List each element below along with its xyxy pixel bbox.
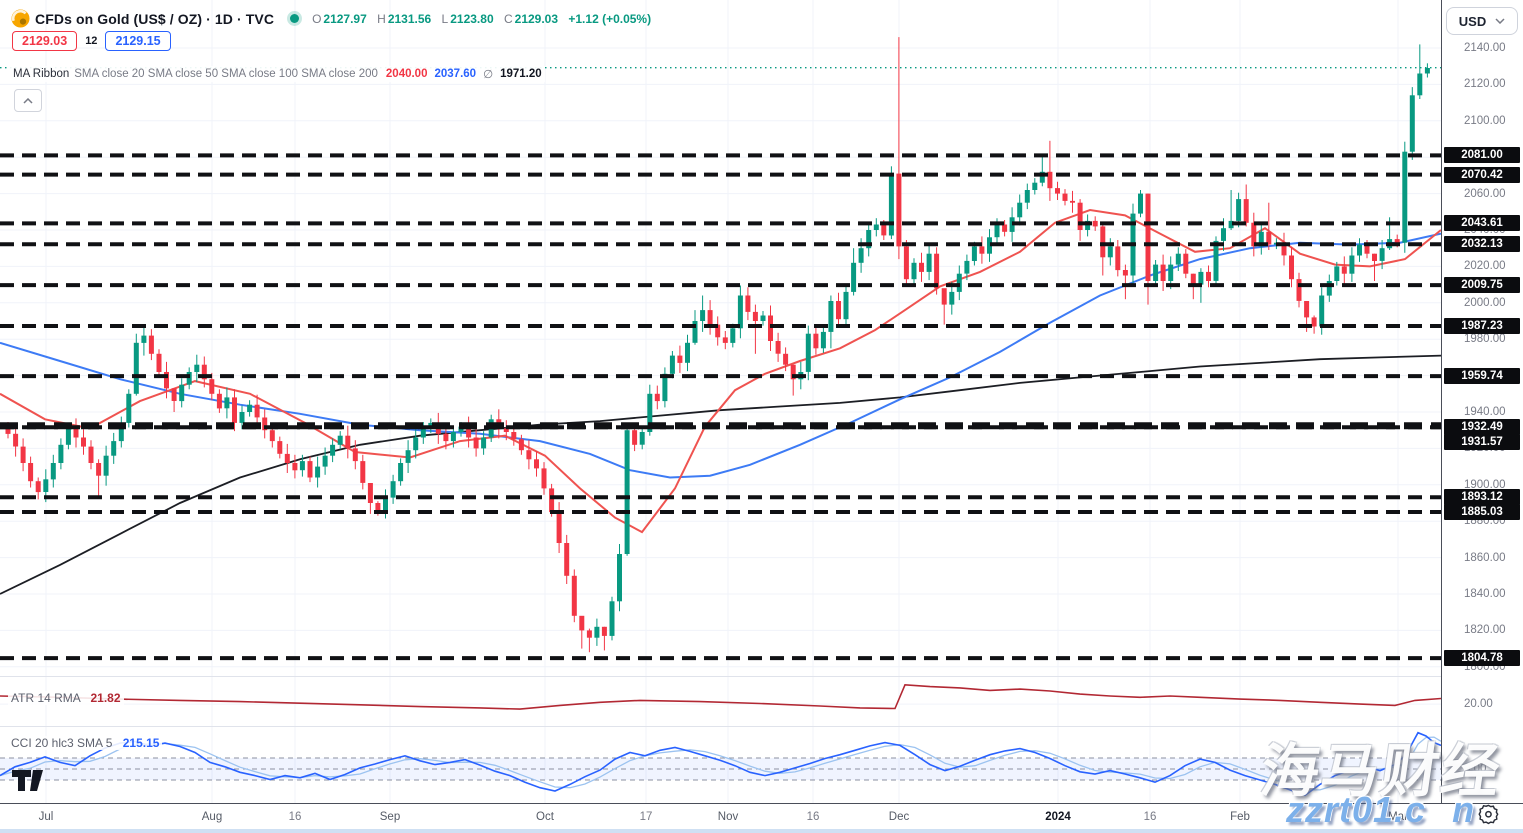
price-tick-label: 2120.00: [1464, 78, 1506, 91]
indicator-params: SMA close 20 SMA close 50 SMA close 100 …: [74, 68, 378, 80]
symbol-title[interactable]: CFDs on Gold (US$ / OZ) · 1D · TVC: [35, 10, 275, 27]
price-tick-label: 2060.00: [1464, 187, 1506, 200]
time-axis-label: Jul: [38, 811, 54, 823]
price-tick-label: 2140.00: [1464, 42, 1506, 54]
price-axis[interactable]: USD 2140.002120.002100.002080.002060.002…: [1441, 0, 1523, 803]
currency-selector[interactable]: USD: [1446, 7, 1518, 35]
high-label: H: [377, 11, 386, 26]
price-chart-canvas[interactable]: [0, 0, 1441, 803]
open-label: O: [312, 11, 322, 26]
time-axis-label: 16: [1143, 811, 1157, 823]
collapse-legend-button[interactable]: [14, 89, 42, 112]
sma200-value: 1971.20: [500, 68, 542, 80]
chevron-down-icon: [1495, 18, 1505, 24]
cci-tick-label: 0.00: [1464, 763, 1487, 775]
spread-value: 12: [85, 35, 98, 47]
price-level-badge: 1931.57: [1444, 434, 1520, 450]
price-tick-label: 1940.00: [1464, 406, 1506, 418]
sma20-line[interactable]: [0, 208, 1441, 534]
low-label: L: [441, 11, 449, 26]
market-status-icon[interactable]: [290, 14, 300, 23]
currency-label: USD: [1458, 13, 1487, 29]
time-axis-label: Sep: [379, 811, 401, 823]
time-axis-label: 17: [639, 811, 653, 823]
buy-price-button[interactable]: 2129.15: [105, 31, 171, 51]
time-axis-label: 16: [806, 811, 820, 823]
close-value: 2129.03: [514, 11, 559, 26]
cci-line[interactable]: [0, 731, 1441, 797]
time-axis-label: Nov: [717, 811, 739, 823]
atr-line[interactable]: [0, 683, 1441, 710]
price-tick-label: 1820.00: [1464, 624, 1506, 637]
price-level-badge: 1932.49: [1444, 419, 1520, 435]
time-axis-label: 16: [288, 811, 302, 823]
price-level-badge: 1893.12: [1444, 489, 1520, 506]
price-level-badge: 2070.42: [1444, 166, 1520, 183]
sma20-value: 2040.00: [385, 68, 428, 80]
gold-instrument-icon: [11, 9, 30, 28]
atr-value: 21.82: [90, 691, 121, 705]
sma200-line[interactable]: [0, 354, 1441, 595]
sma50-value: 2037.60: [434, 68, 477, 80]
price-tick-label: 1980.00: [1464, 333, 1506, 346]
atr-indicator-legend[interactable]: ATR 14 RMA 21.82: [8, 691, 124, 705]
ma-ribbon-legend[interactable]: MA Ribbon SMA close 20 SMA close 50 SMA …: [10, 66, 545, 82]
price-tick-label: 1860.00: [1464, 551, 1506, 564]
high-value: 2131.56: [387, 11, 432, 26]
time-axis-label: Mar: [1388, 811, 1408, 823]
price-tick-label: 2100.00: [1464, 114, 1506, 127]
price-level-badge: 1804.78: [1444, 650, 1520, 667]
time-axis-label: Oct: [536, 811, 554, 823]
price-level-badge: 2009.75: [1444, 277, 1520, 294]
indicator-name: MA Ribbon: [13, 68, 70, 80]
chart-pane-area[interactable]: CFDs on Gold (US$ / OZ) · 1D · TVC O 2127…: [0, 0, 1441, 803]
atr-name: ATR 14 RMA: [11, 691, 81, 705]
price-level-badge: 2081.00: [1444, 147, 1520, 164]
low-value: 2123.80: [450, 11, 494, 26]
price-tick-label: 2020.00: [1464, 260, 1506, 273]
atr-tick-label: 20.00: [1464, 698, 1493, 711]
sell-price-button[interactable]: 2129.03: [12, 31, 78, 51]
price-level-badge: 1885.03: [1444, 504, 1520, 520]
bottom-border-strip: [0, 829, 1523, 833]
sma50-line[interactable]: [0, 232, 1441, 479]
cci-name: CCI 20 hlc3 SMA 5: [11, 736, 113, 750]
time-axis-label: Feb: [1230, 811, 1250, 823]
cci-sma-line[interactable]: [0, 736, 1441, 791]
candles: [5, 37, 1430, 653]
price-tick-label: 1900.00: [1464, 478, 1506, 491]
time-axis-label: Dec: [888, 811, 910, 823]
sma100-empty-value: ∅: [483, 69, 494, 81]
horizontal-level-lines[interactable]: [0, 153, 1441, 661]
time-axis[interactable]: Jul Aug 16 Sep Oct 17 Nov 16 Dec 2024 16 Feb Mar: [0, 803, 1523, 833]
price-level-badge: 1959.74: [1444, 368, 1520, 385]
price-tick-label: 1840.00: [1464, 588, 1506, 600]
ohlc-values: O 2127.97 H 2131.56 L 2123.80 C 2129.03 +1.1…: [312, 12, 658, 26]
time-axis-label: Aug: [201, 811, 223, 823]
chevron-up-icon: [23, 97, 33, 104]
time-axis-label: 2024: [1045, 811, 1071, 823]
axis-settings-gear-icon[interactable]: [1478, 804, 1500, 826]
cci-indicator-legend[interactable]: CCI 20 hlc3 SMA 5 215.15: [8, 736, 163, 750]
tradingview-logo[interactable]: [11, 769, 45, 797]
cci-value: 215.15: [122, 736, 160, 750]
close-label: C: [503, 11, 513, 26]
price-level-badge: 2032.13: [1444, 236, 1520, 253]
price-level-badge: 2043.61: [1444, 215, 1520, 232]
change-value: +1.12 (+0.05%): [568, 11, 652, 26]
price-level-badge: 1987.23: [1444, 318, 1520, 334]
price-tick-label: 2000.00: [1464, 296, 1506, 309]
open-value: 2127.97: [323, 11, 367, 26]
grid-lines: [0, 0, 1441, 803]
